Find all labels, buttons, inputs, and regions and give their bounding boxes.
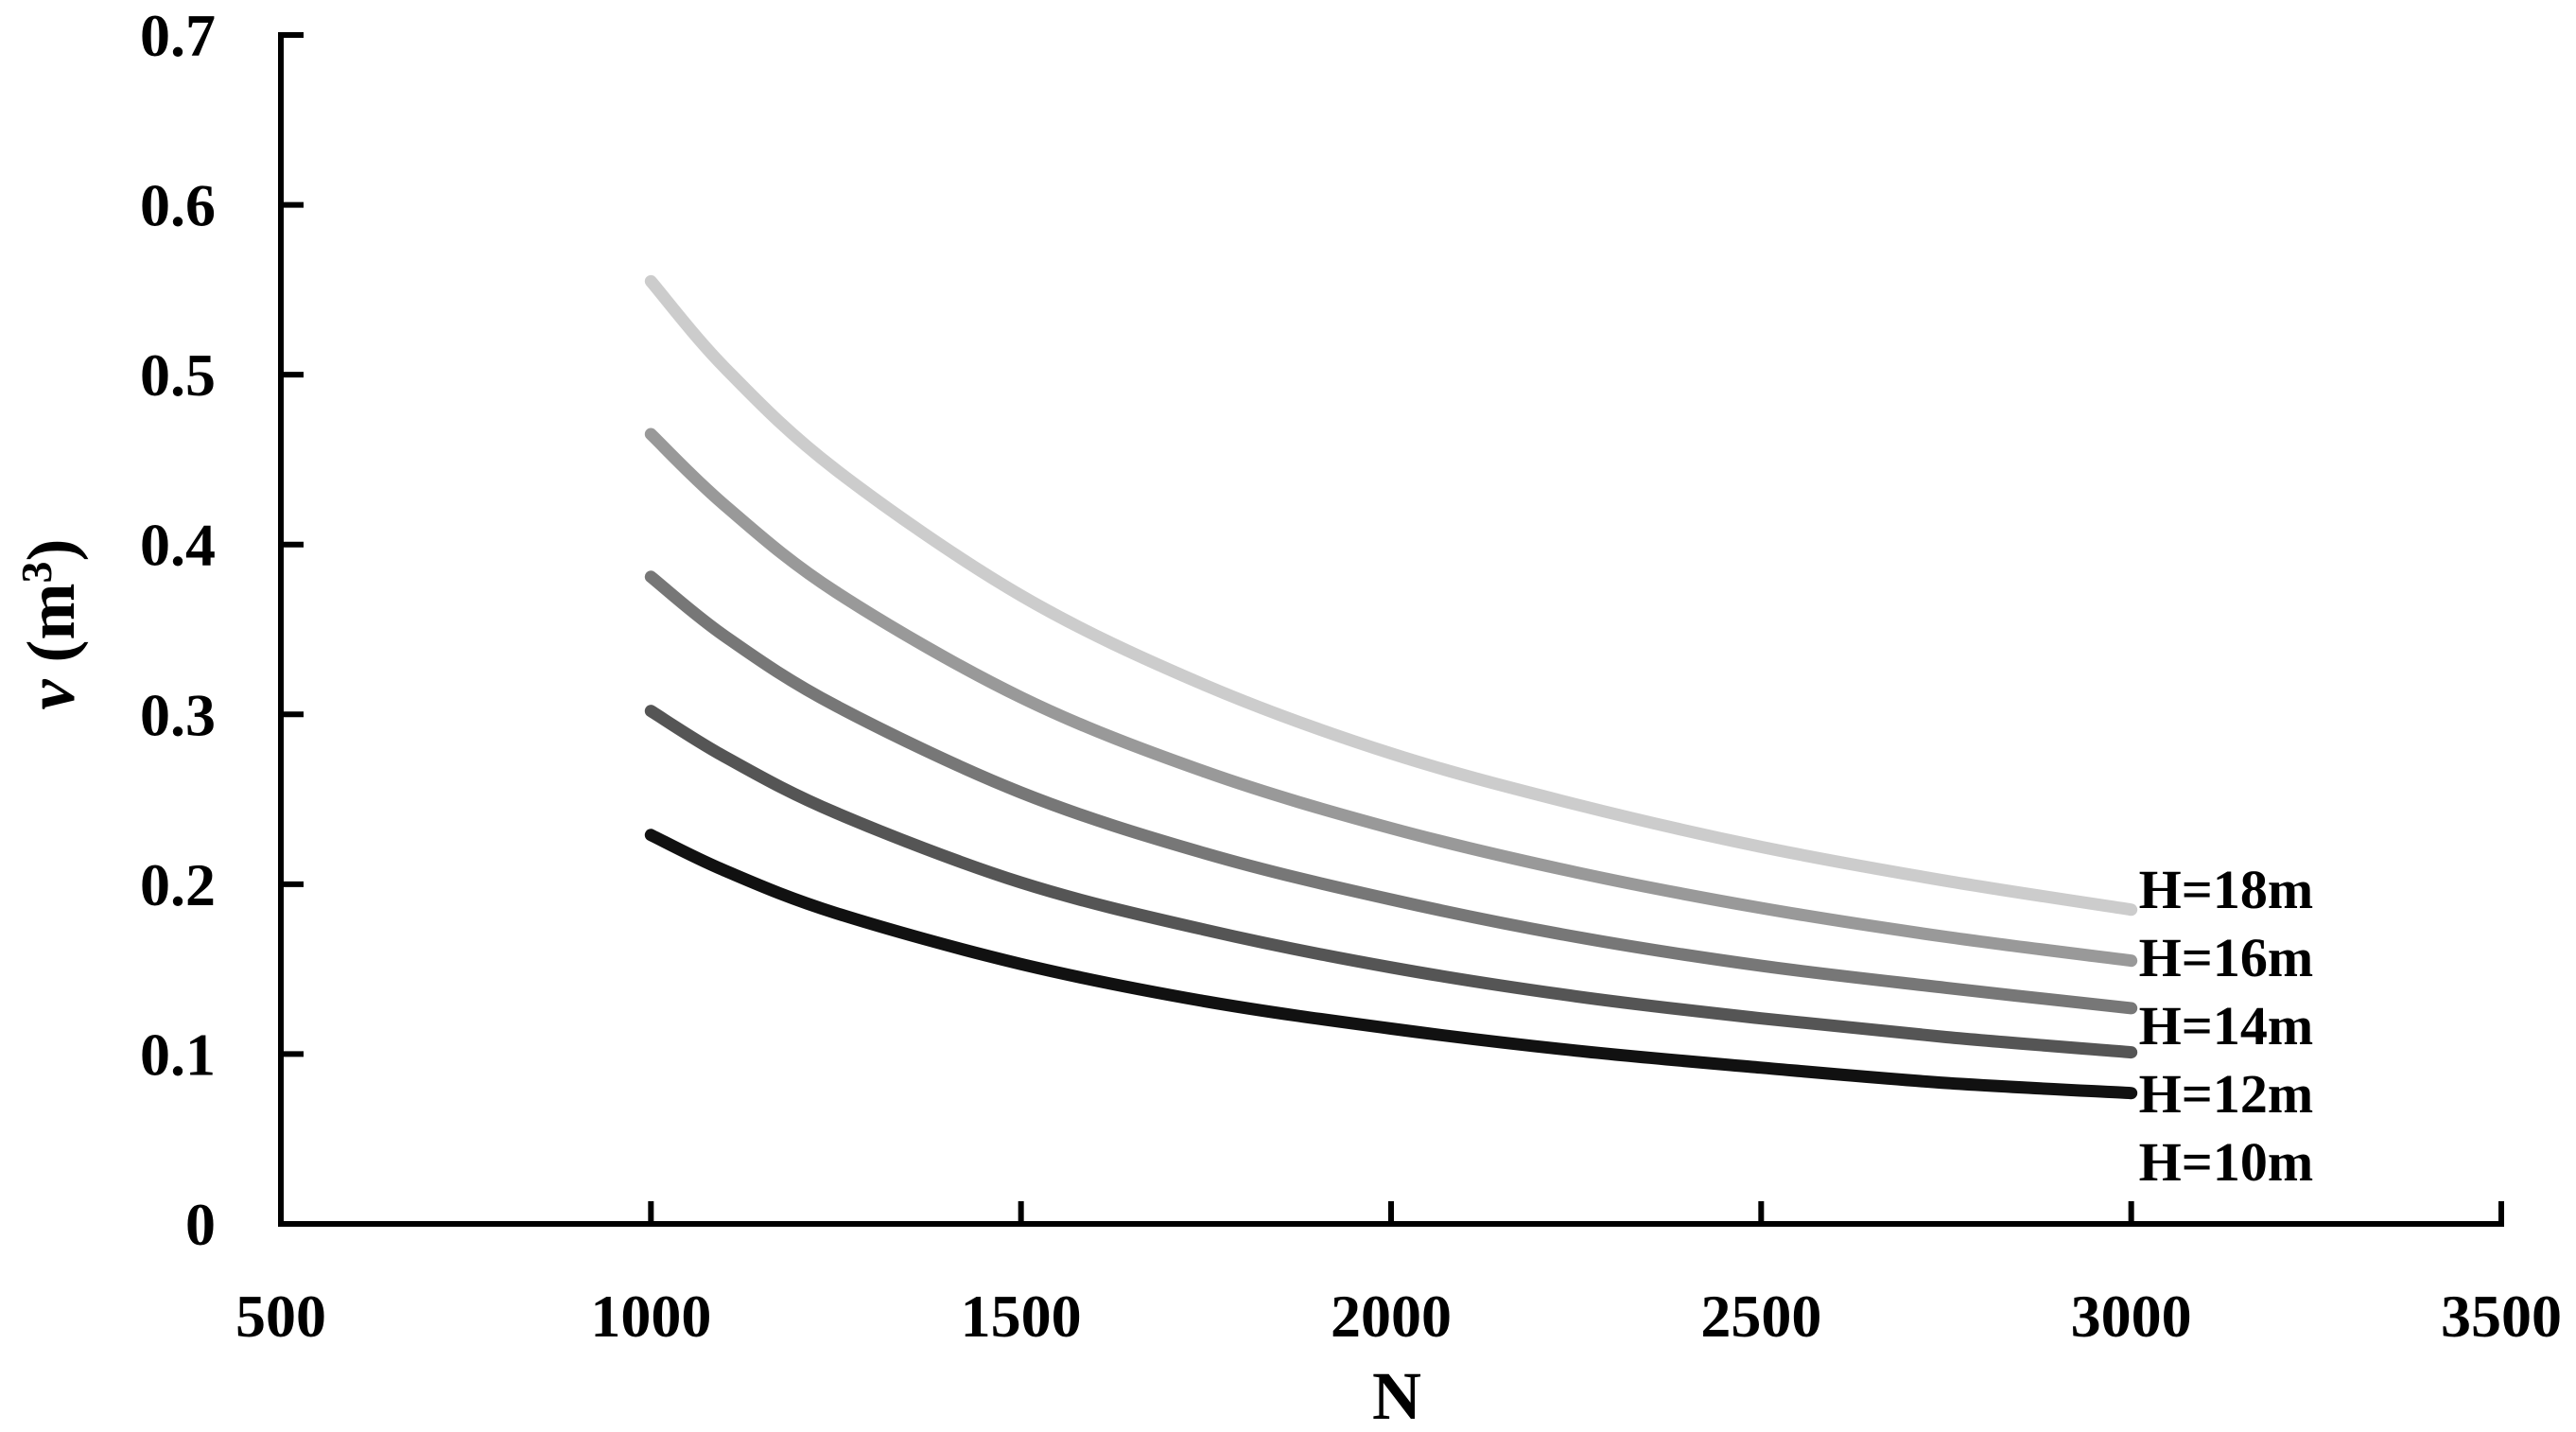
series-label: H=12m [2139, 1063, 2313, 1125]
y-axis-title-unit-superscript: 3 [12, 562, 61, 584]
series-line-h12m [644, 705, 2138, 1059]
y-tick-label: 0.6 [140, 172, 216, 239]
x-tick-label: 1500 [961, 1283, 1082, 1350]
y-tick-label: 0.7 [140, 2, 216, 69]
y-ticks: 0 0.1 0.2 0.3 0.4 0.5 0.6 0.7 [140, 2, 304, 1258]
series-label: H=18m [2139, 859, 2313, 920]
x-tick-label: 2000 [1331, 1283, 1452, 1350]
x-tick-label: 1000 [590, 1283, 711, 1350]
y-tick-label: 0 [185, 1191, 216, 1258]
axes: 500 1000 1500 2000 2500 3000 3500 0 0.1 0.2 0.3 0.… [140, 2, 2562, 1350]
series-label: H=14m [2139, 995, 2313, 1057]
x-tick-label: 2500 [1700, 1283, 1821, 1350]
x-tick-label: 3500 [2441, 1283, 2562, 1350]
y-tick-label: 0.3 [140, 681, 216, 748]
series-lines [644, 274, 2138, 1100]
y-tick-label: 0.2 [140, 851, 216, 918]
series-line-h14m [644, 570, 2138, 1015]
x-tick-label: 3000 [2071, 1283, 2192, 1350]
y-axis-title-unit-close: ) [13, 539, 89, 562]
series-label: H=16m [2139, 927, 2313, 988]
y-axis-title-variable: v [13, 678, 89, 709]
x-tick-label: 500 [235, 1283, 326, 1350]
y-axis-title-unit-open: (m [13, 584, 89, 680]
y-axis-title: v (m3) [12, 539, 89, 710]
series-line-h10m [644, 829, 2138, 1100]
y-tick-label: 0.5 [140, 341, 216, 409]
series-line-h16m [644, 428, 2138, 968]
y-tick-label: 0.1 [140, 1021, 216, 1088]
series-label: H=10m [2139, 1131, 2313, 1193]
series-line-h18m [644, 274, 2138, 917]
x-axis-title: N [1372, 1358, 1421, 1432]
y-tick-label: 0.4 [140, 512, 216, 579]
x-ticks: 500 1000 1500 2000 2500 3000 3500 [235, 1201, 2562, 1350]
